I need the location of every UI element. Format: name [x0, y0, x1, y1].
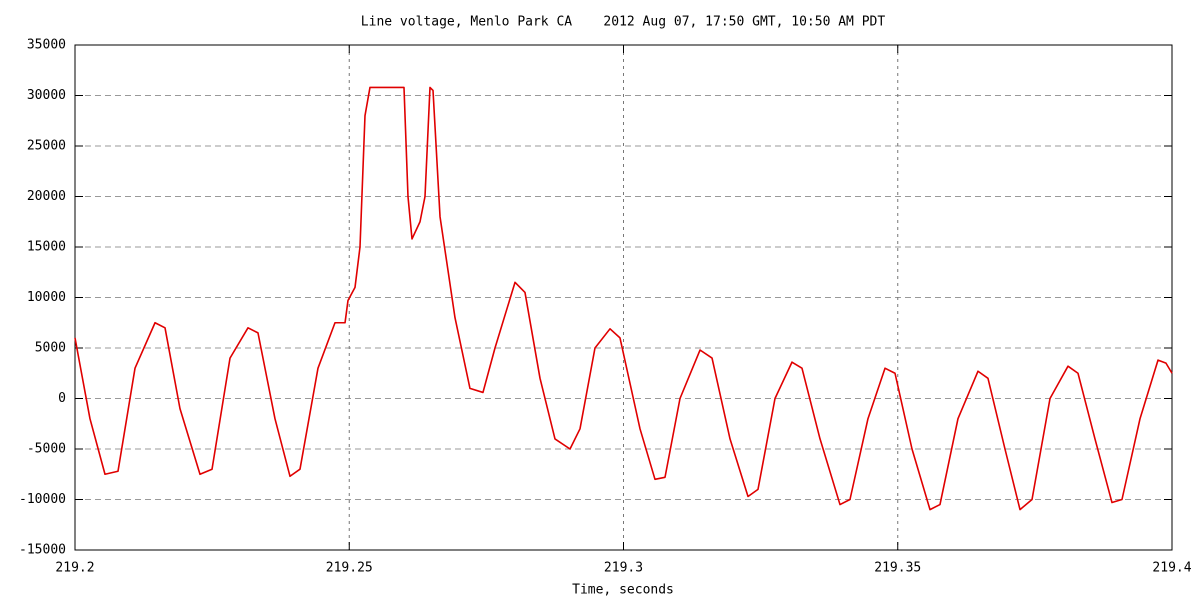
x-tick-label: 219.25 — [326, 561, 373, 576]
y-tick-label: -10000 — [19, 492, 66, 507]
x-tick-label: 219.2 — [55, 561, 94, 576]
y-tick-label: 25000 — [27, 139, 66, 154]
x-tick-label: 219.3 — [604, 561, 643, 576]
y-tick-label: 35000 — [27, 38, 66, 53]
y-tick-label: 20000 — [27, 189, 66, 204]
plot-frame — [74, 44, 1173, 551]
x-axis-label: Time, seconds — [572, 583, 674, 598]
y-tick-label: 10000 — [27, 290, 66, 305]
y-tick-label: 30000 — [27, 88, 66, 103]
x-tick-label: 219.35 — [874, 561, 921, 576]
y-tick-label: 5000 — [35, 341, 66, 356]
data-line — [74, 86, 1173, 511]
y-tick-label: 0 — [58, 391, 66, 406]
y-tick-label: -5000 — [27, 442, 66, 457]
chart-title: Line voltage, Menlo Park CA 2012 Aug 07,… — [361, 15, 886, 30]
x-tick-label: 219.4 — [1152, 561, 1191, 576]
y-tick-label: -15000 — [19, 543, 66, 558]
y-tick-label: 15000 — [27, 240, 66, 255]
